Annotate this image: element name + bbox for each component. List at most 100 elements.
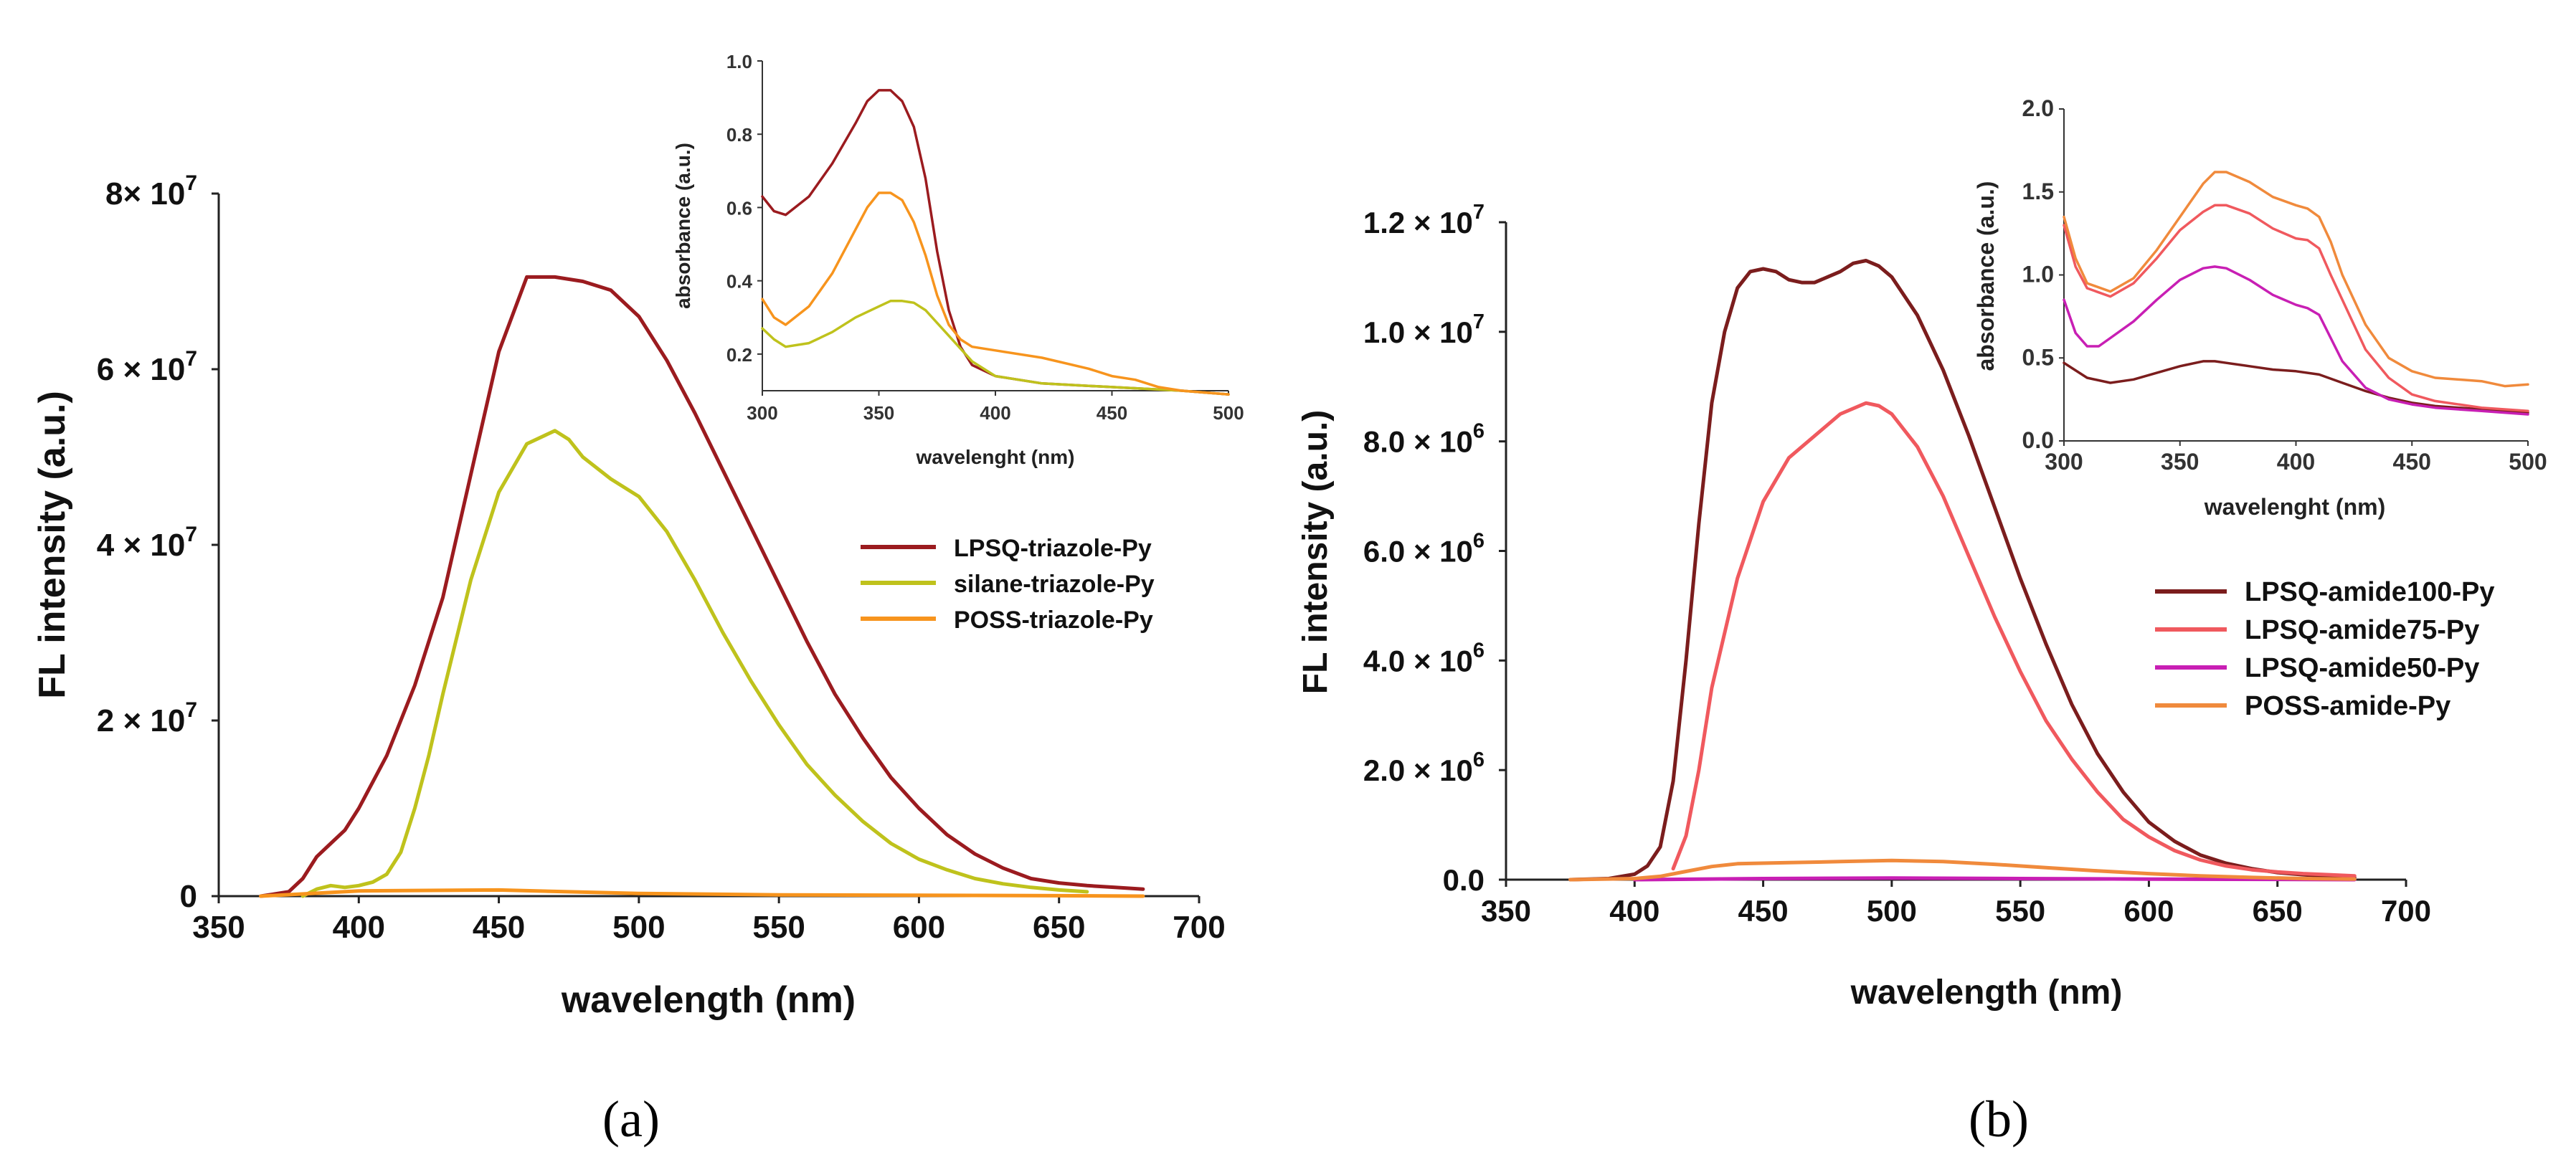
inset-x-tick-label: 500 [2509, 449, 2547, 475]
y-tick-label: 1.2 × 107 [1363, 201, 1484, 239]
y-tick-mantissa: 6.0 × 10 [1363, 535, 1473, 569]
y-tick-label: 4 × 107 [97, 523, 197, 563]
inset-x-tick-label: 350 [2161, 449, 2199, 475]
inset-x-tick-label: 500 [1213, 402, 1244, 424]
inset-y-tick-label: 0.0 [2022, 427, 2054, 453]
legend-label: LPSQ-triazole-Py [954, 535, 1152, 562]
inset-x-axis-title: wavelenght (nm) [916, 446, 1075, 468]
inset-x-tick-label: 450 [2393, 449, 2431, 475]
inset-series-line-LPSQ-amide100-Py [2063, 360, 2529, 414]
inset-y-axis-title: absorbance (a.u.) [672, 143, 694, 309]
x-tick-label: 350 [192, 910, 245, 945]
inset-x-axis-title: wavelenght (nm) [2204, 494, 2385, 520]
x-tick-label: 550 [752, 910, 805, 945]
y-tick-mantissa: 4.0 × 10 [1363, 644, 1473, 677]
inset-y-tick-label: 1.0 [726, 51, 752, 72]
x-tick-label: 500 [612, 910, 665, 945]
y-tick-label: 2.0 × 106 [1363, 748, 1484, 787]
y-tick-mantissa: 4 × 10 [97, 528, 186, 563]
y-tick-mantissa: 2 × 10 [97, 703, 186, 738]
x-tick-label: 700 [2381, 894, 2431, 928]
x-tick-label: 450 [1738, 894, 1789, 928]
x-axis-title: wavelength (nm) [561, 979, 856, 1021]
legend-label: LPSQ-amide50-Py [2245, 653, 2479, 683]
inset-series-line-LPSQ-amide50-Py [2063, 265, 2529, 416]
series-line-LPSQ-triazole-Py [259, 275, 1145, 898]
x-tick-label: 350 [1481, 894, 1531, 928]
x-tick-label: 550 [1995, 894, 2045, 928]
inset-x-tick-label: 350 [863, 402, 894, 424]
inset-series-line-LPSQ-amide75-Py [2063, 204, 2529, 413]
inset-x-tick-label: 300 [2045, 449, 2083, 475]
series-line-silane-triazole-Py [300, 429, 1089, 898]
y-tick-exponent: 6 [1473, 748, 1484, 771]
y-tick-mantissa: 1.2 × 10 [1363, 206, 1473, 239]
inset-chart: 300 350 400 450 500 0.0 0.5 1.0 1.5 2.0 wavelenght… [1973, 95, 2547, 520]
legend-label: POSS-amide-Py [2245, 691, 2450, 721]
x-tick-label: 450 [473, 910, 525, 945]
y-tick-mantissa: 8× 10 [105, 176, 185, 211]
series-line-POSS-amide-Py [1568, 858, 2357, 882]
inset-y-axis-title: absorbance (a.u.) [1973, 181, 1999, 371]
inset-y-tick-label: 1.5 [2022, 179, 2054, 204]
y-tick-mantissa: 0.0 [1443, 863, 1484, 897]
y-tick-exponent: 7 [185, 698, 197, 722]
panel-label-a: (a) [602, 1090, 660, 1148]
y-tick-mantissa: 8.0 × 10 [1363, 425, 1473, 459]
inset-y-tick-label: 0.5 [2022, 344, 2054, 370]
x-tick-label: 600 [2123, 894, 2174, 928]
inset-series-line-POSS-amide-Py [2063, 171, 2529, 388]
y-tick-label: 6.0 × 106 [1363, 530, 1484, 569]
y-tick-mantissa: 6 × 10 [97, 352, 186, 387]
x-tick-label: 650 [1033, 910, 1085, 945]
inset-y-tick-label: 0.4 [726, 271, 753, 292]
series-line-LPSQ-amide100-Py [1568, 259, 2357, 882]
x-tick-label: 500 [1867, 894, 1917, 928]
inset-background [762, 61, 1228, 391]
inset-x-tick-label: 400 [2277, 449, 2315, 475]
y-tick-mantissa: 0 [180, 879, 197, 914]
y-tick-label: 8.0 × 106 [1363, 420, 1484, 459]
y-tick-label: 2 × 107 [97, 698, 197, 738]
inset-x-tick-label: 300 [747, 402, 777, 424]
y-tick-exponent: 7 [185, 523, 197, 546]
y-axis-title: FL intensity (a.u.) [32, 391, 73, 699]
y-tick-exponent: 7 [185, 171, 197, 195]
inset-y-tick-label: 0.6 [726, 197, 752, 219]
series-line-POSS-triazole-Py [259, 888, 1145, 898]
x-tick-label: 700 [1173, 910, 1225, 945]
legend-label: LPSQ-amide100-Py [2245, 577, 2494, 607]
inset-chart: 300 350 400 450 500 0.2 0.4 0.6 0.8 1.0 wavelenght… [672, 51, 1244, 468]
legend-label: POSS-triazole-Py [954, 607, 1153, 634]
y-tick-exponent: 7 [185, 347, 197, 371]
y-tick-label: 1.0 × 107 [1363, 310, 1484, 349]
y-tick-exponent: 7 [1473, 201, 1484, 224]
inset-y-tick-label: 0.8 [726, 124, 752, 146]
y-tick-exponent: 6 [1473, 420, 1484, 443]
y-tick-label: 6 × 107 [97, 347, 197, 387]
inset-y-tick-label: 2.0 [2022, 95, 2054, 121]
x-tick-label: 400 [333, 910, 385, 945]
x-axis-title: wavelength (nm) [1850, 974, 2123, 1012]
inset-series-line-POSS-triazole-Py [761, 191, 1230, 396]
y-tick-exponent: 7 [1473, 310, 1484, 333]
y-tick-mantissa: 2.0 × 10 [1363, 753, 1473, 787]
y-tick-label: 8× 107 [105, 171, 197, 211]
inset-x-tick-label: 400 [980, 402, 1010, 424]
y-tick-label: 0.0 [1443, 863, 1484, 897]
x-tick-label: 400 [1609, 894, 1659, 928]
y-tick-exponent: 6 [1473, 530, 1484, 553]
y-tick-label: 0 [180, 879, 197, 914]
inset-series-line-silane-triazole-Py [761, 300, 1230, 396]
y-tick-mantissa: 1.0 × 10 [1363, 315, 1473, 349]
y-axis-title: FL intensity (a.u.) [1297, 410, 1335, 694]
inset-y-tick-label: 1.0 [2022, 262, 2054, 287]
y-tick-label: 4.0 × 106 [1363, 639, 1484, 677]
y-tick-exponent: 6 [1473, 639, 1484, 662]
x-tick-label: 650 [2253, 894, 2303, 928]
x-tick-label: 600 [893, 910, 945, 945]
series-line-LPSQ-amide75-Py [1671, 401, 2357, 878]
legend-label: LPSQ-amide75-Py [2245, 615, 2479, 645]
